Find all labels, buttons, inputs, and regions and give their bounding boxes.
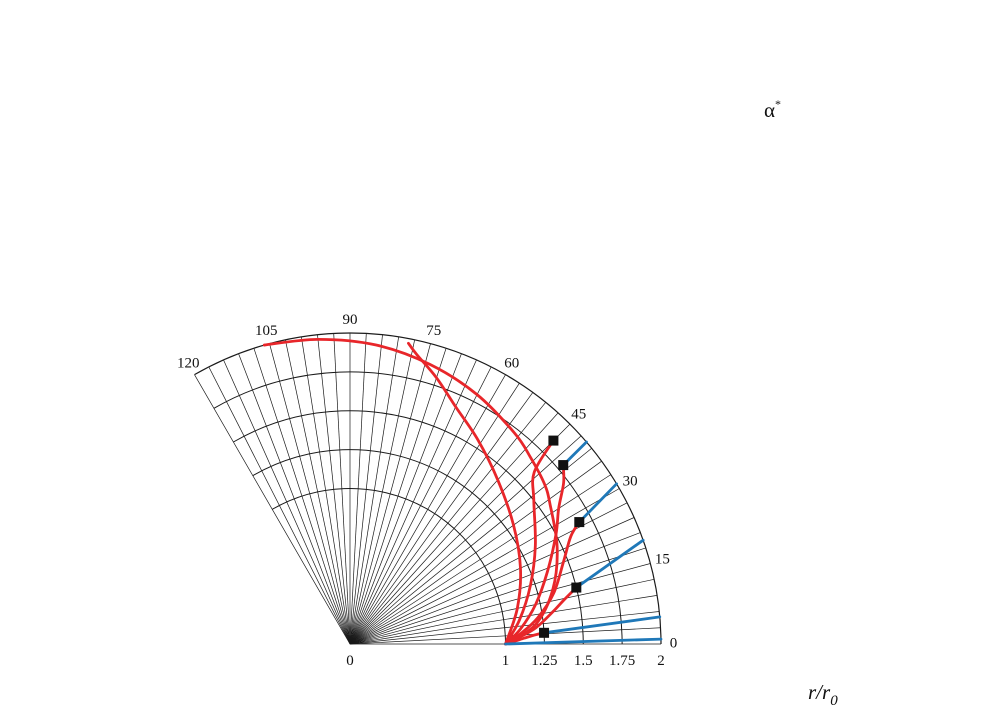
angle-axis-label: α* bbox=[764, 97, 781, 122]
angle-tick-label: 60 bbox=[504, 355, 519, 371]
red-curve-0 bbox=[262, 337, 559, 646]
data-marker bbox=[548, 435, 559, 446]
radial-gridlines bbox=[194, 333, 661, 645]
blue-curve-10 bbox=[542, 615, 662, 635]
data-marker bbox=[558, 460, 569, 471]
radial-axis-label: r/r0 bbox=[808, 680, 838, 709]
angle-tick-label: 15 bbox=[655, 552, 670, 568]
radial-tick-labels: 0 1 1.25 1.5 1.75 2 bbox=[346, 653, 665, 669]
circle-gridlines bbox=[194, 332, 662, 645]
radial-tick-label: 0 bbox=[346, 653, 354, 669]
blue-curve-11 bbox=[504, 637, 663, 646]
data-marker bbox=[571, 582, 582, 593]
radial-gridline bbox=[194, 374, 351, 645]
angle-tick-label: 90 bbox=[343, 312, 358, 328]
blue-curve-9 bbox=[574, 538, 645, 589]
marker-layer bbox=[539, 435, 585, 638]
red-curve-2 bbox=[504, 439, 555, 646]
circle-gridline bbox=[252, 449, 545, 645]
red-curve-4 bbox=[504, 520, 581, 646]
circle-gridline bbox=[233, 410, 584, 645]
red-curve-3 bbox=[504, 463, 566, 646]
series-layer bbox=[262, 337, 663, 646]
angle-tick-label: 75 bbox=[426, 323, 441, 339]
blue-curve-8 bbox=[577, 482, 618, 524]
red-curve-5 bbox=[504, 586, 578, 646]
angle-tick-label: 120 bbox=[177, 355, 200, 371]
radial-tick-label: 1 bbox=[502, 653, 510, 669]
radial-tick-label: 1.25 bbox=[531, 653, 557, 669]
red-curve-1 bbox=[407, 341, 523, 646]
angle-tick-label: 45 bbox=[571, 407, 586, 423]
angle-tick-label: 30 bbox=[623, 474, 638, 490]
angle-tick-label: 0 bbox=[670, 635, 678, 651]
circle-gridline bbox=[272, 488, 506, 645]
radial-tick-label: 2 bbox=[657, 653, 665, 669]
data-marker bbox=[574, 517, 585, 528]
angle-tick-labels: 0 15 30 45 60 75 90 105 120 bbox=[177, 312, 677, 651]
circle-gridline bbox=[213, 371, 623, 645]
data-marker bbox=[539, 627, 550, 638]
angle-tick-label: 105 bbox=[255, 323, 278, 339]
radial-tick-label: 1.75 bbox=[609, 653, 635, 669]
circle-gridline bbox=[194, 332, 662, 645]
radial-tick-label: 1.5 bbox=[574, 653, 593, 669]
